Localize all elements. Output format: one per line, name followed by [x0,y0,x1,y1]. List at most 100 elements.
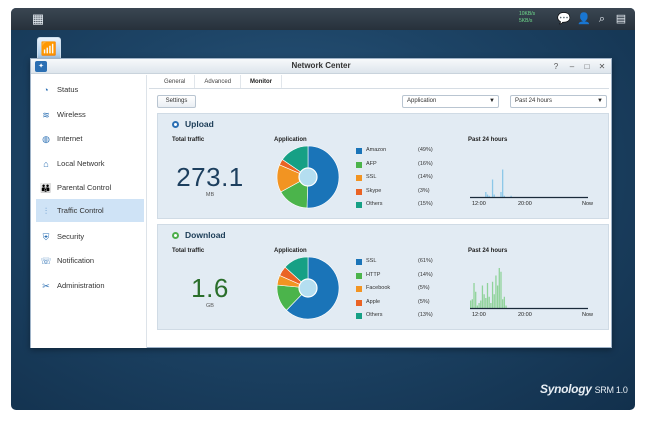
upload-past-label: Past 24 hours [468,137,508,143]
x-tick-label: 20:00 [518,201,532,207]
globe-icon: ◍ [42,133,50,144]
maximize-button[interactable]: □ [584,62,590,71]
chart-bar [496,285,499,308]
tab-monitor[interactable]: Monitor [241,75,283,89]
sidebar-item-parental-control[interactable]: 👪 Parental Control [36,176,144,199]
chart-bar [505,305,507,308]
chart-bar [483,294,485,308]
sidebar-item-traffic-control[interactable]: ⫶ Traffic Control [36,199,144,222]
legend-item: SSL (14%) [356,173,438,187]
chart-bar [495,275,497,308]
legend-label: Apple [366,298,381,305]
sidebar-item-status[interactable]: ◔ Status [36,78,144,101]
sidebar-item-label: Local Network [57,159,105,168]
legend-item: Others (15%) [356,200,438,214]
legend-swatch [356,148,362,154]
sidebar: ◔ Status ≋ Wireless ◍ Internet ⌂ Local Netwo… [31,75,147,348]
legend-label: HTTP [366,271,381,278]
chart-bar [471,299,473,308]
chevron-down-icon: ▼ [489,98,495,104]
help-button[interactable]: ? [553,62,559,71]
chart-bar [490,303,492,308]
legend-percent: (5%) [418,298,430,305]
chart-bar [486,194,489,197]
sidebar-item-label: Internet [57,134,83,143]
minimize-button[interactable]: – [569,62,575,71]
main-menu-button[interactable]: ▦ [31,11,45,26]
chart-bar [473,283,475,308]
legend-swatch [356,202,362,209]
legend-item: Apple (5%) [356,298,438,312]
chart-bar [488,195,490,197]
user-icon[interactable]: 👤 [577,13,591,25]
period-select[interactable]: Past 24 hours ▼ [510,95,607,108]
legend-swatch [356,313,362,320]
pie-center [298,278,318,298]
legend-percent: (15%) [418,201,433,208]
legend-percent: (3%) [418,187,430,194]
chevron-down-icon: ▼ [597,98,603,104]
upload-panel: Upload Total traffic 273.1 MB Applicatio… [157,113,609,219]
upload-legend: Amazon (49%) AFP (16%) SSL (14%) Skype (3%) … [356,146,438,214]
legend-label: AFP [366,160,377,167]
sidebar-item-security[interactable]: ⛨ Security [36,225,144,248]
legend-swatch [356,299,362,306]
legend-swatch [356,259,362,265]
tab-advanced[interactable]: Advanced [195,75,242,89]
close-button[interactable]: ✕ [598,62,606,71]
sidebar-item-notification[interactable]: ☏ Notification [36,249,144,272]
chart-bar [481,285,484,308]
notification-icon: ☏ [40,255,52,266]
legend-item: SSL (61%) [356,257,438,271]
sidebar-item-internet[interactable]: ◍ Internet [36,127,144,150]
desktop-network-center-icon[interactable]: 📶 [37,37,61,61]
chart-bar [488,296,490,308]
network-center-window: ✦ Network Center ? – □ ✕ ◔ Status ≋ Wirele… [30,58,612,348]
pie-slice [281,145,309,178]
legend-swatch [356,286,362,293]
sidebar-item-administration[interactable]: ✂ Administration [36,274,144,297]
legend-percent: (49%) [418,147,433,153]
download-total-unit: GB [206,303,214,309]
chart-bar [491,179,494,197]
chart-bar [493,194,495,197]
sidebar-item-label: Status [57,85,79,94]
status-icon: ◔ [43,84,49,95]
sidebar-item-label: Traffic Control [57,206,104,215]
chart-bar [500,271,502,308]
chart-bar [475,291,477,308]
legend-label: Others [366,312,383,319]
legend-item: Skype (3%) [356,187,438,201]
sidebar-item-local-network[interactable]: ⌂ Local Network [36,152,144,175]
chart-bar [478,303,480,308]
x-tick-label: 12:00 [472,201,486,207]
legend-label: Amazon [366,147,387,153]
chart-bar [502,299,504,308]
widgets-icon[interactable]: ▤ [615,13,627,25]
window-titlebar[interactable]: ✦ Network Center ? – □ ✕ [31,59,611,74]
sidebar-item-wireless[interactable]: ≋ Wireless [36,103,144,126]
legend-percent: (5%) [418,285,430,292]
pie-slice [306,145,340,209]
pie-slice [284,256,309,289]
legend-percent: (13%) [418,312,433,319]
upload-total-label: Total traffic [172,137,205,143]
settings-button[interactable]: Settings [157,95,196,108]
legend-label: SSL [366,174,377,181]
chart-bar [503,195,505,197]
sidebar-item-label: Wireless [57,110,86,119]
sliders-icon: ⫶ [44,205,48,216]
legend-label: Others [366,201,383,208]
app-icon: ✦ [35,61,47,72]
application-select[interactable]: Application ▼ [402,95,499,108]
tab-divider [149,88,609,89]
search-icon[interactable]: ⌕ [598,13,606,25]
chat-icon[interactable]: 💬 [557,13,571,25]
download-past-label: Past 24 hours [468,248,508,254]
download-panel: Download Total traffic 1.6 GB Applicatio… [157,224,609,330]
upload-header: Upload [172,119,214,129]
pie-center [298,167,318,187]
tab-general[interactable]: General [155,75,196,89]
legend-swatch [356,175,362,182]
sidebar-item-label: Parental Control [57,183,112,192]
